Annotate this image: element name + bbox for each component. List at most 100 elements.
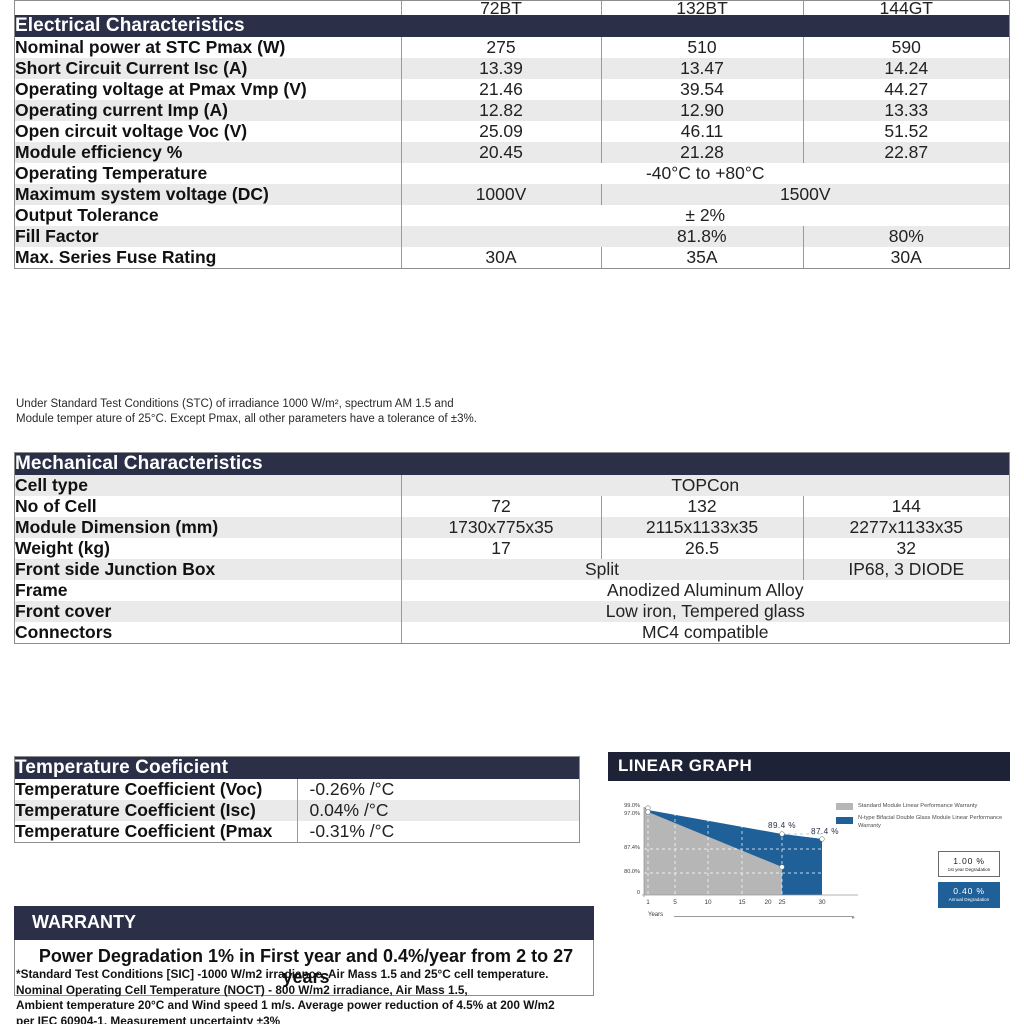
x-axis-label: Years	[648, 912, 664, 918]
row-value-72bt: 20.45	[400, 142, 601, 163]
table-row: Temperature Coefficient (Voc) -0.26% /°C	[15, 779, 579, 800]
row-label: No of Cell	[15, 496, 97, 516]
row-value-132bt: 26.5	[600, 538, 803, 559]
footnote-line-3: Ambient temperature 20°C and Wind speed …	[16, 998, 555, 1012]
row-value-72bt: 12.82	[400, 100, 601, 121]
row-value-144gt: 44.27	[802, 79, 1009, 100]
legend-swatch-ntype	[836, 817, 853, 824]
table-row-partial-header: 72BT 132BT 144GT	[15, 0, 1009, 17]
y-tick-874: 87.4%	[624, 845, 640, 851]
row-value-132bt: 21.28	[600, 142, 803, 163]
badge-annual-degradation: 0.40 % Annual Degradation	[938, 882, 1000, 908]
row-label: Maximum system voltage (DC)	[15, 184, 269, 204]
row-value-all: -40°C to +80°C	[400, 163, 1009, 184]
row-value-144gt: IP68, 3 DIODE	[802, 559, 1010, 580]
electrical-note-line-2: Module temper ature of 25°C. Except Pmax…	[16, 413, 477, 425]
temperature-section-title: Temperature Coeficient	[15, 757, 579, 779]
footnote-line-4: per IEC 60904-1. Measurement uncertainty…	[16, 1013, 281, 1024]
warranty-section: WARRANTY Power Degradation 1% in First y…	[14, 906, 594, 996]
row-label: Temperature Coefficient (Isc)	[15, 800, 256, 820]
row-value-72bt: 1000V	[400, 184, 601, 205]
table-row: Maximum system voltage (DC) 1000V 1500V	[15, 184, 1009, 205]
row-value-72bt: 25.09	[400, 121, 601, 142]
footnote-line-2: Nominal Operating Cell Temperature (NOCT…	[16, 982, 468, 997]
badge-first-year-value: 1.00 %	[953, 856, 985, 866]
linear-graph-panel: LINEAR GRAPH	[608, 752, 1010, 922]
temperature-coefficient-section: Temperature Coeficient Temperature Coeff…	[14, 756, 580, 843]
table-row: Open circuit voltage Voc (V) 25.09 46.11…	[15, 121, 1009, 142]
row-value-144gt: 13.33	[802, 100, 1009, 121]
row-value-144gt: 144	[802, 496, 1010, 517]
row-value-144gt: 80%	[802, 226, 1009, 247]
row-value-72bt: 21.46	[400, 79, 601, 100]
ntype-warranty-tail	[782, 834, 822, 895]
row-label: Output Tolerance	[15, 205, 159, 225]
row-value-132bt: 13.47	[600, 58, 803, 79]
row-label: Front cover	[15, 601, 112, 621]
temperature-section-header: Temperature Coeficient	[15, 757, 579, 779]
electrical-section-title: Electrical Characteristics	[15, 15, 1009, 37]
x-tick-5: 5	[673, 899, 677, 906]
x-tick-30: 30	[818, 899, 826, 906]
table-row: Operating current Imp (A) 12.82 12.90 13…	[15, 100, 1009, 121]
data-point-markers	[645, 805, 825, 870]
row-value: -0.26% /°C	[296, 779, 579, 800]
partial-header-72bt: 72BT	[400, 0, 601, 17]
annotation-87-4: 87.4 %	[811, 827, 839, 836]
table-row: Nominal power at STC Pmax (W) 275 510 59…	[15, 37, 1009, 58]
temperature-table: Temperature Coeficient Temperature Coeff…	[15, 757, 579, 842]
x-tick-25: 25	[778, 899, 786, 906]
row-value-132bt: 46.11	[600, 121, 803, 142]
table-row: Weight (kg) 17 26.5 32	[15, 538, 1010, 559]
electrical-note: Under Standard Test Conditions (STC) of …	[16, 397, 716, 427]
row-label: Short Circuit Current Isc (A)	[15, 58, 248, 78]
table-row: Operating Temperature -40°C to +80°C	[15, 163, 1009, 184]
mechanical-characteristics-section: Mechanical Characteristics Cell type TOP…	[14, 452, 1010, 644]
row-label: Temperature Coefficient (Voc)	[15, 779, 263, 799]
x-tick-15: 15	[738, 899, 746, 906]
row-value: -0.31% /°C	[296, 821, 579, 842]
y-tick-0: 0	[636, 890, 640, 896]
table-row: Frame Anodized Aluminum Alloy	[15, 580, 1010, 601]
row-value-72bt: 1730x775x35	[400, 517, 601, 538]
row-label: Fill Factor	[15, 226, 99, 246]
row-label: Weight (kg)	[15, 538, 110, 558]
row-value-144gt: 22.87	[802, 142, 1009, 163]
table-row: Cell type TOPCon	[15, 475, 1010, 496]
row-value-132bt: 81.8%	[676, 226, 727, 246]
row-value-72bt	[400, 226, 601, 247]
row-label: Module Dimension (mm)	[15, 517, 219, 537]
row-value-132bt: 510	[600, 37, 803, 58]
row-label: Cell type	[15, 475, 88, 495]
table-row: Front side Junction Box Split IP68, 3 DI…	[15, 559, 1010, 580]
mechanical-table: Mechanical Characteristics Cell type TOP…	[15, 453, 1010, 643]
footnotes: *Standard Test Conditions [SIC] -1000 W/…	[16, 967, 616, 1024]
row-value-72bt: 30A	[400, 247, 601, 268]
table-row: Output Tolerance ± 2%	[15, 205, 1009, 226]
table-row: No of Cell 72 132 144	[15, 496, 1010, 517]
x-axis-arrow-icon: ▸	[852, 915, 856, 921]
mechanical-section-header: Mechanical Characteristics	[15, 453, 1010, 475]
electrical-table-box: 72BT 132BT 144GT Electrical Characterist…	[14, 0, 1010, 269]
badge-first-year-caption: 1st year Degradation	[947, 867, 991, 872]
x-tick-1: 1	[646, 899, 650, 906]
table-row: Connectors MC4 compatible	[15, 622, 1010, 643]
row-value: 0.04% /°C	[296, 800, 579, 821]
row-label: Operating Temperature	[15, 163, 208, 183]
row-value-72-132: Split	[400, 559, 803, 580]
electrical-section-header: Electrical Characteristics	[15, 15, 1009, 37]
annotation-89-4: 89.4 %	[768, 821, 796, 830]
row-value-144gt: 30A	[802, 247, 1009, 268]
linear-graph-body: 99.0% 97.0% 87.4% 80.0% 0 1 5 10 15 20 2…	[608, 781, 1010, 921]
table-row: Front cover Low iron, Tempered glass	[15, 601, 1010, 622]
y-tick-97: 97.0%	[624, 811, 640, 817]
row-value-144gt: 14.24	[802, 58, 1009, 79]
row-value-132bt: 35A	[600, 247, 803, 268]
row-value-all: ± 2%	[400, 205, 1009, 226]
row-value-144gt: 590	[802, 37, 1009, 58]
badge-first-year-degradation: 1.00 % 1st year Degradation	[938, 851, 1000, 877]
row-label: Module efficiency %	[15, 142, 183, 162]
row-value-132bt: 132	[600, 496, 803, 517]
table-row: Max. Series Fuse Rating 30A 35A 30A	[15, 247, 1009, 268]
